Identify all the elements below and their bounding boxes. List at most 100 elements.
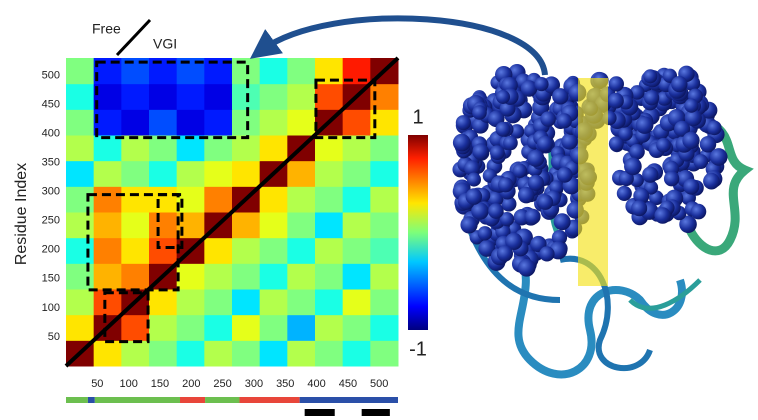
heat-cell	[121, 160, 150, 187]
heat-cell	[204, 109, 233, 136]
heat-cell	[66, 314, 95, 341]
heat-cell	[66, 135, 95, 162]
atom	[524, 208, 541, 225]
atom	[501, 196, 517, 212]
y-tick-label: 250	[42, 215, 60, 227]
segment-bar	[361, 409, 390, 416]
dashed-box	[103, 291, 150, 344]
heat-cell	[204, 314, 233, 341]
heat-cell	[370, 237, 399, 264]
heat-cell	[287, 237, 316, 264]
heat-cell	[204, 237, 233, 264]
y-tick-label: 400	[42, 127, 60, 139]
heat-cell	[149, 212, 178, 239]
heat-cell	[66, 109, 95, 136]
heat-cell	[149, 109, 178, 136]
heat-cell	[121, 340, 150, 367]
heat-cell	[204, 160, 233, 187]
diagonal	[64, 56, 400, 368]
y-tick-label: 200	[42, 244, 60, 256]
heat-cell	[232, 289, 261, 316]
heat-cell	[259, 83, 288, 110]
x-tick-label: 100	[119, 378, 137, 390]
heat-cell	[232, 212, 261, 239]
heat-cell	[204, 340, 233, 367]
domain-bar	[94, 397, 181, 403]
heat-cell	[232, 160, 261, 187]
atom	[624, 157, 642, 176]
x-tick-label: 500	[370, 378, 388, 390]
atom	[517, 186, 535, 204]
heat-cell	[287, 289, 316, 316]
heat-cell	[93, 237, 122, 264]
heat-cell	[232, 135, 261, 162]
heat-cell	[315, 212, 344, 239]
domain-bar	[299, 397, 398, 403]
heat-cell	[176, 314, 205, 341]
atom	[495, 89, 511, 104]
dashed-box	[156, 193, 184, 249]
atom	[629, 85, 645, 100]
atom	[472, 143, 489, 160]
domain-bar	[239, 397, 300, 403]
heat-cell	[370, 263, 399, 290]
dashed-box	[86, 193, 180, 292]
atom	[706, 120, 722, 136]
heat-cell	[176, 109, 205, 136]
atom	[455, 115, 471, 131]
heat-cell	[66, 83, 95, 110]
heat-cell	[176, 160, 205, 187]
heat-cell	[121, 263, 150, 290]
atom	[478, 240, 496, 257]
highlight-band	[578, 78, 608, 286]
heat-cell	[121, 83, 150, 110]
atom	[496, 245, 513, 262]
heat-cell	[204, 135, 233, 162]
heat-cell	[93, 135, 122, 162]
heat-cell	[66, 160, 95, 187]
domain-bar	[87, 397, 95, 403]
atom	[477, 226, 493, 241]
dashed-box	[95, 60, 250, 140]
atom	[540, 111, 556, 127]
y-tick-label: 150	[42, 273, 60, 285]
heat-cell	[176, 135, 205, 162]
heat-cell	[232, 263, 261, 290]
heat-cell	[259, 263, 288, 290]
heat-cell	[259, 314, 288, 341]
atom	[472, 105, 487, 120]
heat-cell	[315, 340, 344, 367]
heat-cell	[342, 314, 371, 341]
heat-cell	[287, 263, 316, 290]
atom	[553, 213, 571, 231]
heat-cell	[259, 289, 288, 316]
atom	[635, 116, 654, 134]
heat-cell	[121, 314, 150, 341]
heat-cell	[121, 135, 150, 162]
x-tick-label: 350	[276, 378, 294, 390]
arrow	[249, 15, 548, 76]
atom	[618, 126, 633, 141]
atom	[534, 76, 549, 92]
heat-cell	[121, 186, 150, 213]
heat-cell	[370, 340, 399, 367]
heat-cell	[232, 314, 261, 341]
ribbon	[685, 115, 754, 256]
label-divider	[115, 18, 152, 57]
x-tick-label: 250	[213, 378, 231, 390]
atom	[683, 178, 700, 195]
heat-cell	[232, 109, 261, 136]
heat-cell	[259, 186, 288, 213]
heat-cell	[66, 237, 95, 264]
atom	[517, 258, 536, 277]
heat-cell	[66, 58, 95, 85]
atom	[551, 229, 568, 246]
y-axis-label: Residue Index	[13, 163, 30, 265]
atom	[663, 171, 680, 187]
heat-cell	[176, 83, 205, 110]
atom	[537, 194, 554, 210]
domain-bar	[180, 397, 206, 403]
y-tick-label: 50	[48, 331, 60, 343]
heat-cell	[93, 109, 122, 136]
atom	[452, 133, 471, 152]
